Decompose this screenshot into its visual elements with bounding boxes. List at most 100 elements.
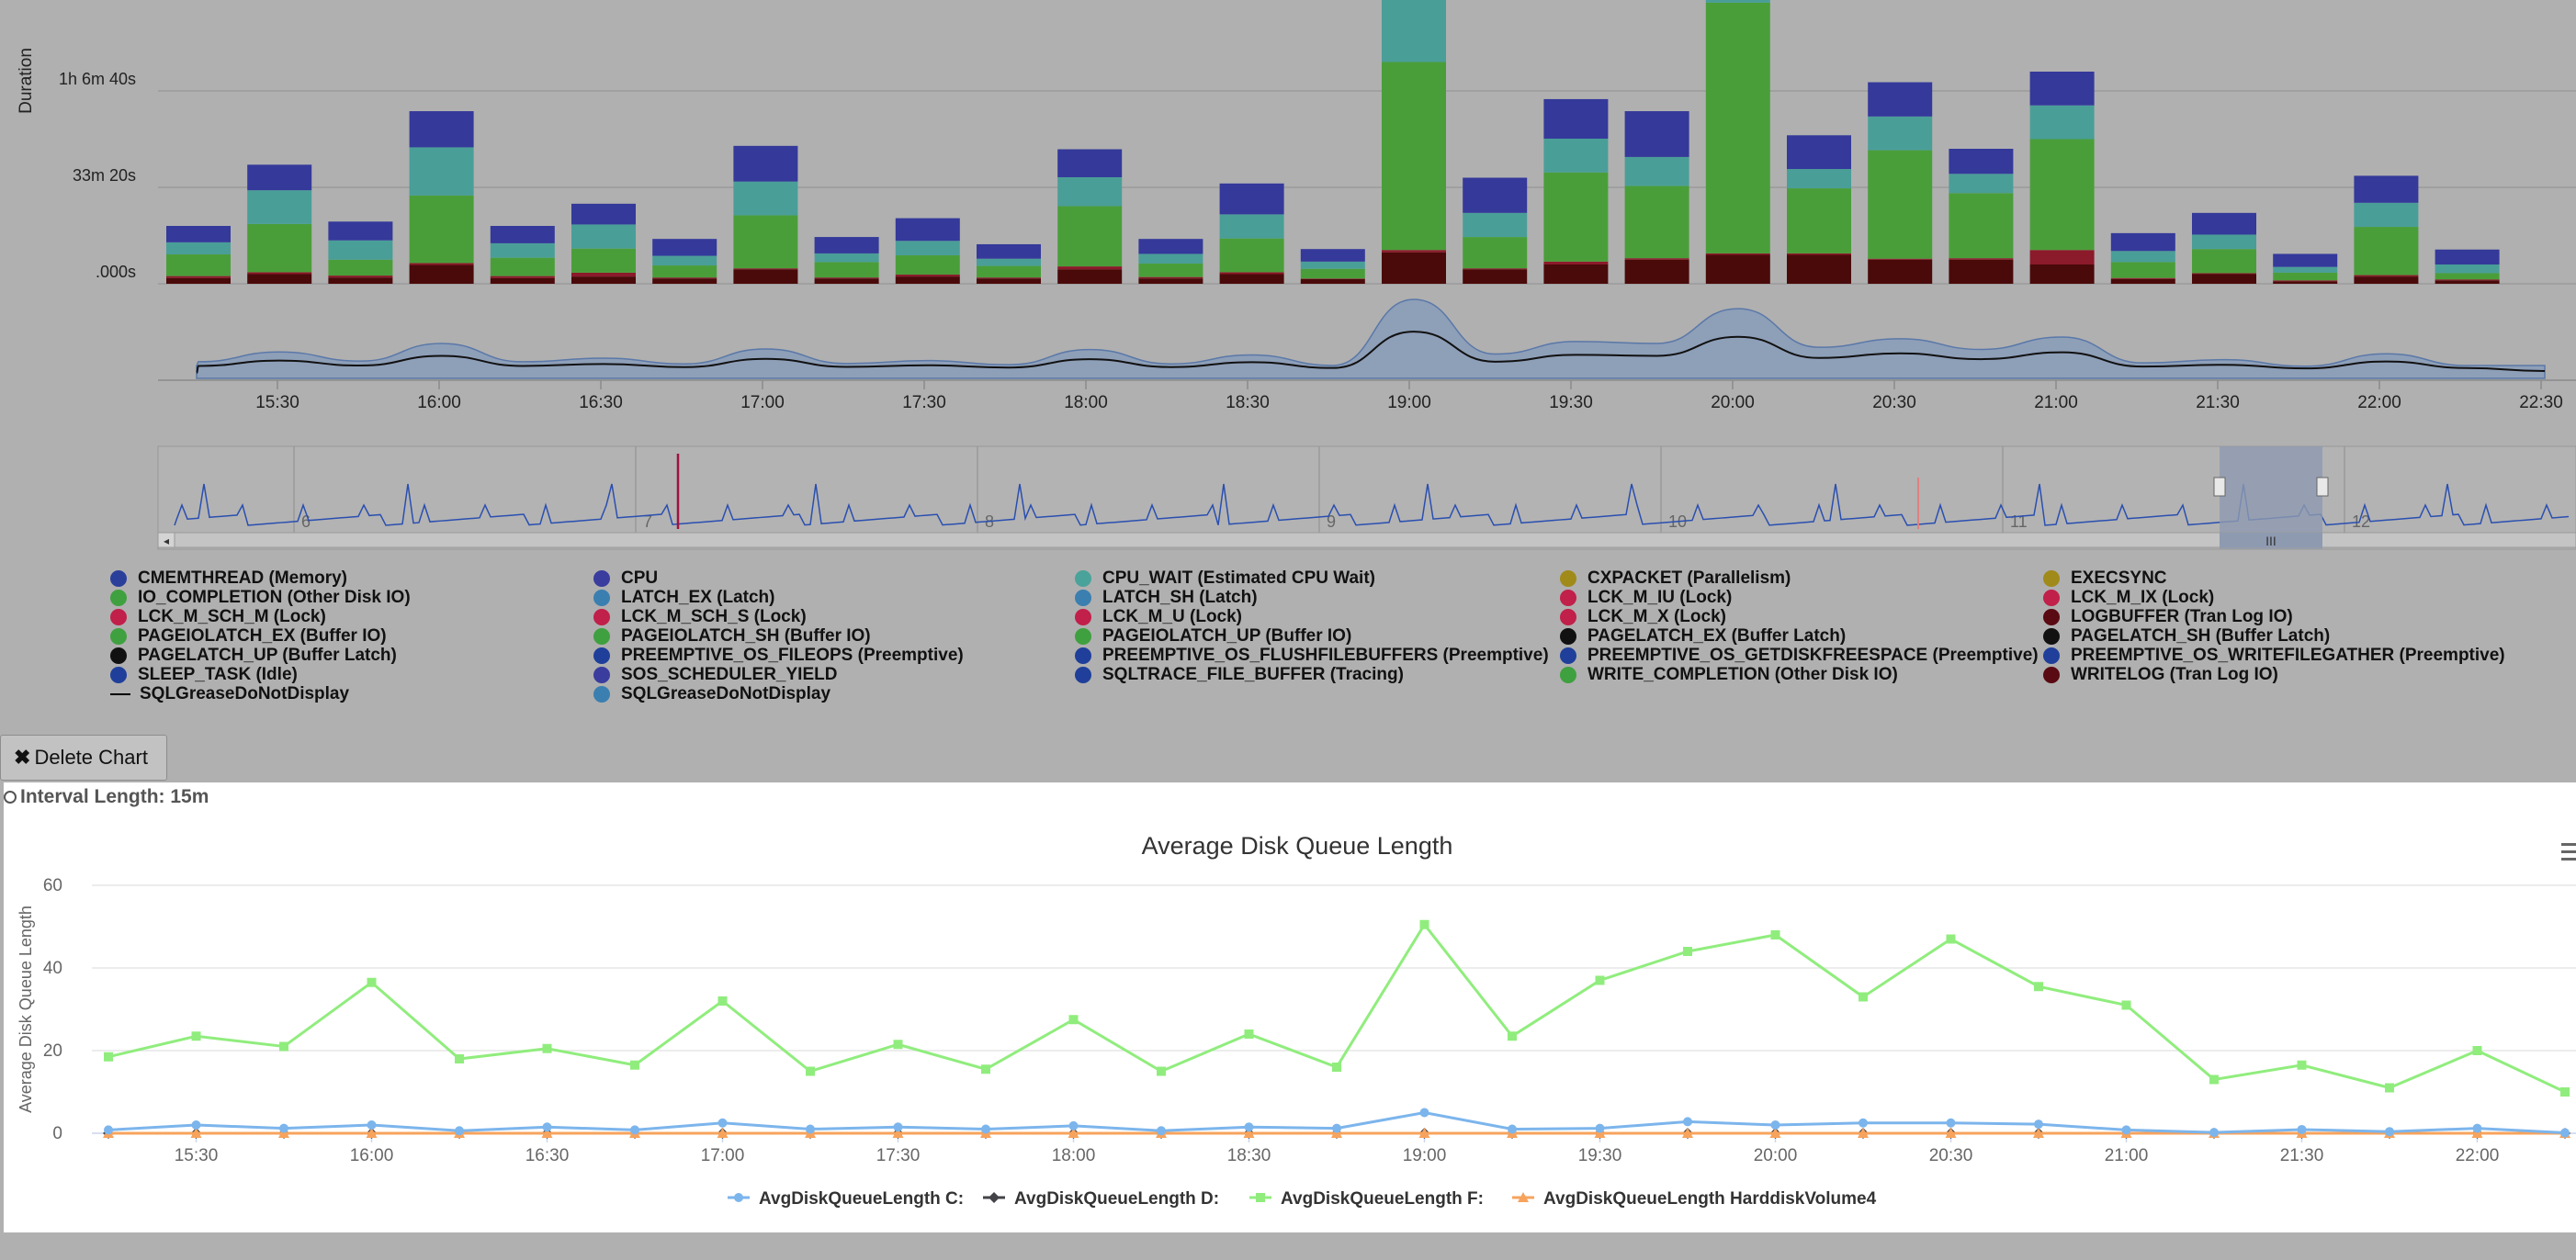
legend-item[interactable]: CPU [593, 568, 658, 588]
legend-dot-icon [110, 590, 127, 606]
navigator [157, 445, 2576, 550]
legend-dot-icon [1560, 667, 1576, 683]
bar-segment-cpu_wait [409, 147, 474, 196]
legend-item[interactable]: PAGELATCH_SH (Buffer Latch) [2043, 626, 2331, 646]
legend-item[interactable]: LCK_M_IX (Lock) [2043, 588, 2215, 607]
legend-label: LCK_M_SCH_S (Lock) [621, 607, 807, 626]
bar-segment-pageiolatch [1057, 206, 1123, 267]
legend-label: PREEMPTIVE_OS_FLUSHFILEBUFFERS (Preempti… [1102, 646, 1549, 665]
bar-segment-writelog [1219, 274, 1284, 284]
legend-label: PAGEIOLATCH_EX (Buffer IO) [138, 626, 387, 646]
legend-item[interactable]: LCK_M_SCH_M (Lock) [110, 607, 326, 626]
legend-item[interactable]: WRITE_COMPLETION (Other Disk IO) [1560, 665, 1898, 684]
legend-item[interactable]: LCK_M_SCH_S (Lock) [593, 607, 807, 626]
legend-item[interactable]: PAGEIOLATCH_UP (Buffer IO) [1075, 626, 1352, 646]
bar-segment-pageiolatch [2354, 227, 2419, 276]
legend-item[interactable]: SQLGreaseDoNotDisplay [110, 684, 350, 703]
legend-dot-icon [2043, 628, 2060, 645]
legend-label: LCK_M_X (Lock) [1587, 607, 1726, 626]
bar-segment-cpu_wait [1463, 212, 1528, 238]
time-tick-label: 15:30 [255, 393, 299, 412]
bar-segment-writelog [1300, 278, 1365, 284]
bar-segment-cpu [814, 237, 879, 253]
bar-segment-writelog [1382, 252, 1446, 284]
bar-segment-lck [1219, 272, 1284, 275]
legend-label: PREEMPTIVE_OS_FILEOPS (Preemptive) [621, 646, 964, 665]
bar-segment-writelog [409, 264, 474, 284]
legend-item[interactable]: SQLGreaseDoNotDisplay [593, 684, 830, 703]
bar-segment-writelog [2110, 278, 2175, 284]
legend-line-icon [110, 693, 130, 695]
legend-item[interactable]: PAGEIOLATCH_SH (Buffer IO) [593, 626, 871, 646]
interval-length: Interval Length: 15m [4, 786, 209, 808]
legend-item[interactable]: CPU_WAIT (Estimated CPU Wait) [1075, 568, 1375, 588]
legend-label: PAGELATCH_SH (Buffer Latch) [2071, 626, 2331, 646]
legend-item[interactable]: LCK_M_U (Lock) [1075, 607, 1242, 626]
bar-segment-lck [1624, 258, 1689, 260]
bar-segment-cpu [490, 226, 555, 243]
bar-segment-writelog [247, 274, 312, 284]
bar-segment-cpu_wait [733, 181, 798, 216]
legend-item[interactable]: CXPACKET (Parallelism) [1560, 568, 1791, 588]
legend-item[interactable]: SQLTRACE_FILE_BUFFER (Tracing) [1075, 665, 1404, 684]
legend-item[interactable]: LOGBUFFER (Tran Log IO) [2043, 607, 2293, 626]
legend-item[interactable]: LCK_M_IU (Lock) [1560, 588, 1732, 607]
bar-segment-cpu_wait [328, 240, 393, 260]
bar-segment-cpu [1624, 111, 1689, 157]
legend-item[interactable]: PAGELATCH_UP (Buffer Latch) [110, 646, 397, 665]
legend-item[interactable]: LATCH_EX (Latch) [593, 588, 775, 607]
bar-segment-writelog [733, 269, 798, 284]
legend-item[interactable]: LATCH_SH (Latch) [1075, 588, 1258, 607]
bar-segment-cpu_wait [1787, 169, 1851, 189]
bar-segment-pageiolatch [1382, 62, 1446, 251]
legend-item[interactable]: PREEMPTIVE_OS_FILEOPS (Preemptive) [593, 646, 964, 665]
bar-segment-cpu_wait [2110, 251, 2175, 263]
legend-dot-icon [1075, 628, 1091, 645]
scroll-left-button [157, 532, 175, 548]
bar-segment-cpu [1057, 149, 1123, 177]
bar-segment-pageiolatch [814, 262, 879, 278]
bar-segment-cpu_wait [571, 224, 636, 249]
legend-item[interactable]: PREEMPTIVE_OS_GETDISKFREESPACE (Preempti… [1560, 646, 2039, 665]
legend-item[interactable]: CMEMTHREAD (Memory) [110, 568, 347, 588]
legend-label: SQLGreaseDoNotDisplay [140, 684, 350, 703]
bar-segment-lck [977, 277, 1041, 279]
legend-label: LCK_M_IX (Lock) [2071, 588, 2215, 607]
bar-segment-pageiolatch [409, 195, 474, 264]
legend-dot-icon [110, 667, 127, 683]
y-tick-label: 33m 20s [73, 166, 136, 185]
bar-segment-pageiolatch [1787, 188, 1851, 253]
bar-segment-writelog [814, 278, 879, 284]
bar-segment-cpu [2273, 253, 2338, 267]
bar-segment-cpu [1219, 183, 1284, 215]
legend-label: SQLTRACE_FILE_BUFFER (Tracing) [1102, 665, 1404, 684]
legend-label: CXPACKET (Parallelism) [1587, 568, 1791, 588]
bar-segment-pageiolatch [2273, 272, 2338, 281]
legend-item[interactable]: IO_COMPLETION (Other Disk IO) [110, 588, 411, 607]
close-icon: ✖ [14, 746, 31, 769]
bar-segment-lck [1949, 258, 2014, 260]
legend-item[interactable]: PAGEIOLATCH_EX (Buffer IO) [110, 626, 387, 646]
legend-item[interactable]: EXECSYNC [2043, 568, 2167, 588]
bar-segment-cpu [409, 111, 474, 148]
bar-segment-lck [733, 268, 798, 270]
legend-item[interactable]: PAGELATCH_EX (Buffer Latch) [1560, 626, 1846, 646]
legend-item[interactable]: LCK_M_X (Lock) [1560, 607, 1726, 626]
legend-item[interactable]: PREEMPTIVE_OS_FLUSHFILEBUFFERS (Preempti… [1075, 646, 1549, 665]
legend-label: PAGEIOLATCH_SH (Buffer IO) [621, 626, 871, 646]
legend-item[interactable]: WRITELOG (Tran Log IO) [2043, 665, 2278, 684]
legend-item[interactable]: SOS_SCHEDULER_YIELD [593, 665, 837, 684]
legend-label: PAGEIOLATCH_UP (Buffer IO) [1102, 626, 1352, 646]
bar-segment-pageiolatch [1463, 237, 1528, 269]
legend-label: PREEMPTIVE_OS_WRITEFILEGATHER (Preemptiv… [2071, 646, 2505, 665]
navigator-handle-left [2213, 477, 2226, 497]
bar-segment-lck [1543, 261, 1609, 264]
bar-segment-pageiolatch [2435, 273, 2500, 280]
legend-item[interactable]: PREEMPTIVE_OS_WRITEFILEGATHER (Preemptiv… [2043, 646, 2505, 665]
legend-item[interactable]: SLEEP_TASK (Idle) [110, 665, 298, 684]
legend-label: EXECSYNC [2071, 568, 2167, 588]
delete-chart-button[interactable]: ✖ Delete Chart [0, 735, 167, 781]
legend-label: LATCH_EX (Latch) [621, 588, 775, 607]
bar-segment-pageiolatch [571, 248, 636, 273]
bar-segment-cpu [1543, 98, 1609, 139]
